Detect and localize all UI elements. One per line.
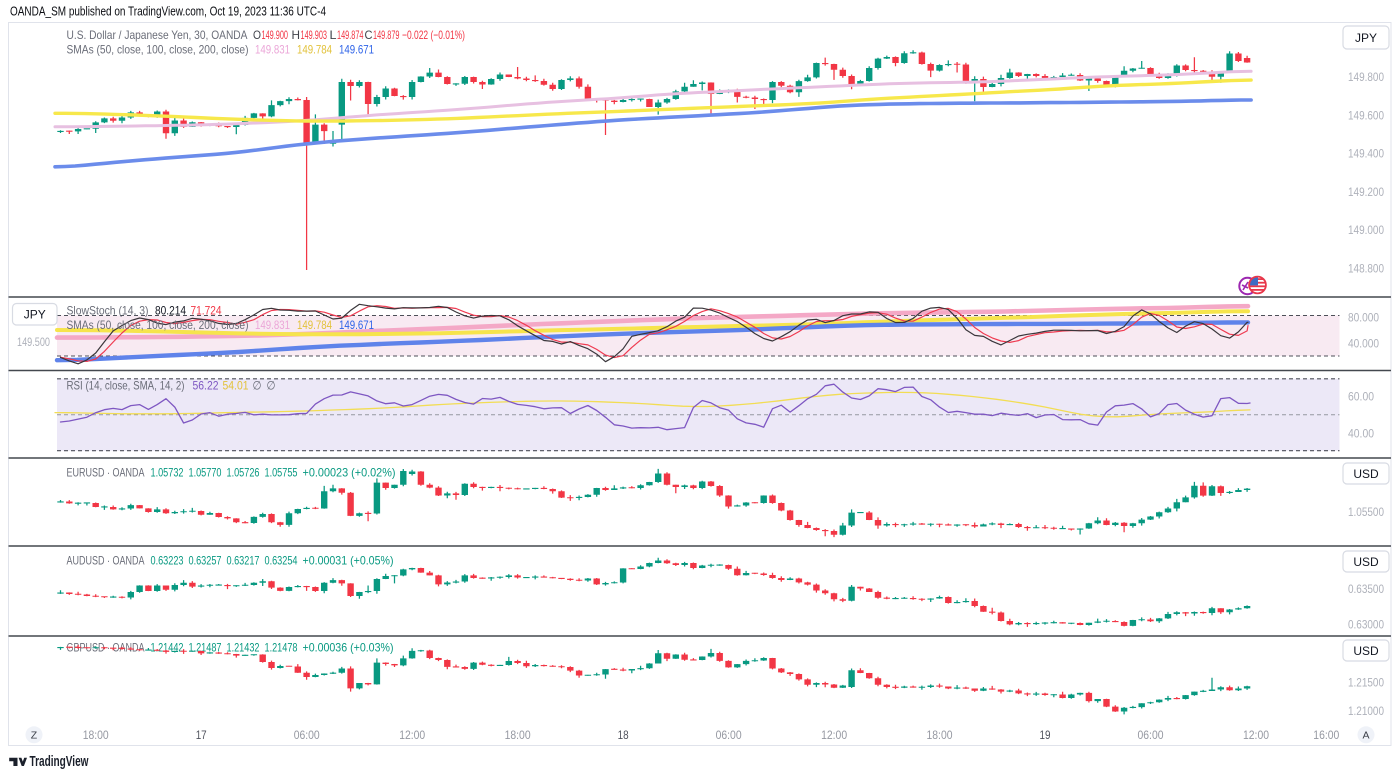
svg-text:40.000: 40.000 — [1348, 337, 1379, 351]
svg-text:17: 17 — [196, 730, 207, 742]
svg-text:SMAs (50, close, 100, close, 2: SMAs (50, close, 100, close, 200, close) — [67, 318, 249, 332]
svg-text:149.879: 149.879 — [373, 28, 400, 42]
svg-text:+0.00036 (+0.03%): +0.00036 (+0.03%) — [303, 641, 394, 655]
svg-text:O: O — [253, 28, 261, 42]
svg-text:USD: USD — [1353, 644, 1379, 658]
svg-text:1.21478: 1.21478 — [265, 641, 298, 655]
svg-text:EURUSD · OANDA: EURUSD · OANDA — [67, 466, 145, 480]
svg-text:+0.00031 (+0.05%): +0.00031 (+0.05%) — [303, 554, 394, 568]
svg-text:06:00: 06:00 — [294, 730, 320, 742]
svg-text:80.214: 80.214 — [155, 304, 186, 318]
svg-text:∅: ∅ — [267, 379, 276, 393]
svg-text:149.784: 149.784 — [297, 318, 332, 332]
svg-text:TradingView: TradingView — [30, 753, 89, 770]
svg-text:0.63000: 0.63000 — [1348, 618, 1384, 632]
svg-text:−0.022 (−0.01%): −0.022 (−0.01%) — [402, 28, 465, 42]
svg-text:USD: USD — [1353, 555, 1379, 569]
svg-text:71.724: 71.724 — [191, 304, 222, 318]
svg-text:0.63500: 0.63500 — [1348, 582, 1384, 596]
svg-text:18: 18 — [618, 730, 629, 742]
svg-text:1.05770: 1.05770 — [189, 466, 222, 480]
svg-text:149.600: 149.600 — [1348, 109, 1384, 123]
svg-text:1.05755: 1.05755 — [265, 466, 298, 480]
svg-text:1.21432: 1.21432 — [227, 641, 260, 655]
svg-text:56.22: 56.22 — [193, 379, 219, 393]
svg-text:OANDA_SM published on TradingV: OANDA_SM published on TradingView.com, O… — [10, 5, 326, 19]
svg-text:18:00: 18:00 — [927, 730, 953, 742]
svg-text:0.63257: 0.63257 — [189, 554, 222, 568]
svg-text:SlowStoch (14, 3): SlowStoch (14, 3) — [67, 304, 149, 318]
svg-text:12:00: 12:00 — [399, 730, 425, 742]
svg-text:0.63217: 0.63217 — [227, 554, 260, 568]
svg-text:1.05726: 1.05726 — [227, 466, 260, 480]
svg-text:19: 19 — [1040, 730, 1051, 742]
svg-text:JPY: JPY — [1355, 31, 1377, 45]
svg-text:54.01: 54.01 — [223, 379, 249, 393]
svg-text:RSI (14, close, SMA, 14, 2): RSI (14, close, SMA, 14, 2) — [67, 379, 185, 393]
svg-text:1.21487: 1.21487 — [189, 641, 222, 655]
svg-text:C: C — [365, 28, 373, 42]
svg-text:1.05732: 1.05732 — [151, 466, 184, 480]
svg-text:1.05500: 1.05500 — [1348, 505, 1384, 519]
svg-text:16:00: 16:00 — [1313, 730, 1339, 742]
svg-text:80.000: 80.000 — [1348, 311, 1379, 325]
svg-text:∅: ∅ — [253, 379, 262, 393]
svg-text:12:00: 12:00 — [821, 730, 847, 742]
svg-text:1.21500: 1.21500 — [1348, 676, 1384, 690]
svg-text:149.831: 149.831 — [255, 43, 290, 57]
svg-text:12:00: 12:00 — [1243, 730, 1269, 742]
svg-text:06:00: 06:00 — [1138, 730, 1164, 742]
svg-text:60.00: 60.00 — [1348, 390, 1374, 404]
svg-text:AUDUSD · OANDA: AUDUSD · OANDA — [67, 554, 145, 568]
svg-text:18:00: 18:00 — [505, 730, 531, 742]
svg-text:149.800: 149.800 — [1348, 70, 1384, 84]
svg-text:SMAs (50, close, 100, close, 2: SMAs (50, close, 100, close, 200, close) — [67, 43, 249, 57]
svg-text:L: L — [330, 28, 337, 42]
svg-text:148.800: 148.800 — [1348, 262, 1384, 276]
svg-text:149.831: 149.831 — [255, 318, 290, 332]
svg-text:149.200: 149.200 — [1348, 185, 1384, 199]
svg-text:149.671: 149.671 — [339, 318, 374, 332]
svg-text:18:00: 18:00 — [83, 730, 109, 742]
svg-text:149.000: 149.000 — [1348, 223, 1384, 237]
svg-text:USD: USD — [1353, 467, 1379, 481]
svg-text:1.21000: 1.21000 — [1348, 704, 1384, 718]
svg-text:0.63254: 0.63254 — [265, 554, 298, 568]
svg-text:149.784: 149.784 — [297, 43, 332, 57]
svg-text:JPY: JPY — [24, 308, 46, 322]
svg-text:06:00: 06:00 — [716, 730, 742, 742]
svg-text:H: H — [292, 28, 301, 42]
svg-text:149.900: 149.900 — [262, 28, 289, 42]
svg-text:149.400: 149.400 — [1348, 147, 1384, 161]
svg-text:Z: Z — [31, 730, 38, 742]
svg-text:40.00: 40.00 — [1348, 426, 1374, 440]
svg-text:149.500: 149.500 — [17, 335, 50, 349]
svg-text:149.903: 149.903 — [301, 28, 328, 42]
svg-text:1.21442: 1.21442 — [151, 641, 184, 655]
svg-text:149.671: 149.671 — [339, 43, 374, 57]
svg-text:U.S. Dollar / Japanese Yen, 30: U.S. Dollar / Japanese Yen, 30, OANDA — [67, 28, 248, 42]
svg-text:149.874: 149.874 — [337, 28, 364, 42]
svg-text:+0.00023 (+0.02%): +0.00023 (+0.02%) — [303, 466, 396, 480]
svg-text:0.63223: 0.63223 — [151, 554, 184, 568]
svg-text:A: A — [1362, 730, 1369, 742]
